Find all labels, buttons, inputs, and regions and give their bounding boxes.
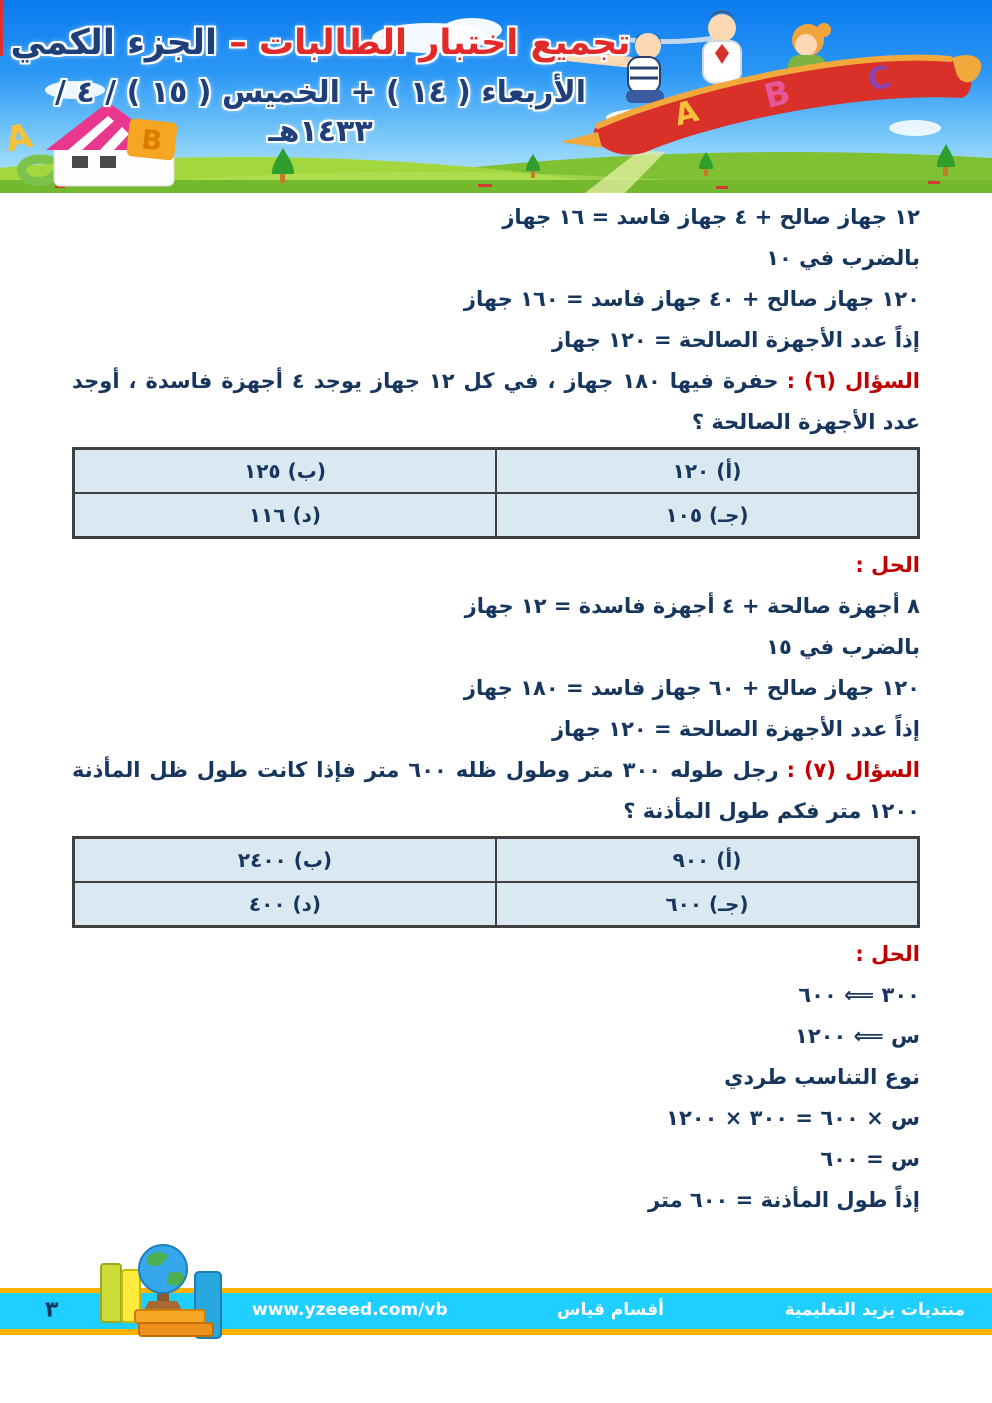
question-7: السؤال (٧) :رجل طوله ٣٠٠ متر وطول ظله ٦٠… xyxy=(72,750,920,832)
header-title-block: تجميع اختبار الطالبات – الجزء الكمي الأر… xyxy=(8,20,633,151)
kid-girl-art xyxy=(788,23,831,87)
books-globe-icon xyxy=(100,1244,222,1339)
footer-site-name: منتديات يزيد التعليمية xyxy=(784,1300,965,1320)
page-title-red-part: تجميع اختبار الطالبات – xyxy=(229,23,631,63)
answer-table-q6: (أ) ١٢٠ (ب) ١٢٥ (جـ) ١٠٥ (د) ١١٦ xyxy=(72,447,920,539)
solution-line: إذاً عدد الأجهزة الصالحة = ١٢٠ جهاز xyxy=(551,717,920,741)
solution-6-heading: الحل : xyxy=(72,545,920,586)
answer-cell-a: (أ) ١٢٠ xyxy=(495,447,920,494)
footer-url: www.yzeeed.com/vb xyxy=(252,1300,448,1320)
solution-line: نوع التناسب طردي xyxy=(724,1065,920,1089)
page-title-navy-part: الجزء الكمي xyxy=(10,23,218,63)
solution-line: إذاً طول المأذنة = ٦٠٠ متر xyxy=(647,1188,920,1212)
worksheet-body: ١٢ جهاز صالح + ٤ جهاز فاسد = ١٦ جهاز بال… xyxy=(0,193,992,1288)
question-6-text: حفرة فيها ١٨٠ جهاز ، في كل ١٢ جهاز يوجد … xyxy=(72,369,920,434)
answer-cell-d: (د) ١١٦ xyxy=(72,492,497,539)
answer-cell-a: (أ) ٩٠٠ xyxy=(495,836,920,883)
answer-cell-d: (د) ٤٠٠ xyxy=(72,881,497,928)
solution-line: ٨ أجهزة صالحة + ٤ أجهزة فاسدة = ١٢ جهاز xyxy=(464,594,920,618)
abc-house-art: A B xyxy=(2,102,178,187)
solution-line: ١٢٠ جهاز صالح + ٦٠ جهاز فاسد = ١٨٠ جهاز xyxy=(463,676,920,700)
footer-section: أقسام قياس xyxy=(557,1300,664,1320)
work-line: ١٢٠ جهاز صالح + ٤٠ جهاز فاسد = ١٦٠ جهاز xyxy=(463,287,920,311)
table-row: (جـ) ٦٠٠ (د) ٤٠٠ xyxy=(72,881,920,928)
answer-table-q7: (أ) ٩٠٠ (ب) ٢٤٠٠ (جـ) ٦٠٠ (د) ٤٠٠ xyxy=(72,836,920,928)
header-illustration: A B xyxy=(0,0,992,193)
solution-line: س ⟸ ١٢٠٠ xyxy=(795,1024,920,1048)
solution-line: س × ٦٠٠ = ٣٠٠ × ١٢٠٠ xyxy=(666,1106,920,1130)
answer-cell-b: (ب) ٢٤٠٠ xyxy=(72,836,497,883)
kid-pointing-art xyxy=(565,31,664,103)
page-footer: منتديات يزيد التعليمية أقسام قياس www.yz… xyxy=(0,1244,992,1339)
solution-line: ٣٠٠ ⟸ ٦٠٠ xyxy=(798,983,920,1007)
flying-carpet-art: A B C xyxy=(0,0,982,155)
work-line: ١٢ جهاز صالح + ٤ جهاز فاسد = ١٦ جهاز xyxy=(502,205,920,229)
solution-label: الحل : xyxy=(855,942,920,966)
page-number: ٣ xyxy=(45,1297,59,1323)
question-6-label: السؤال (٦) : xyxy=(786,369,921,393)
table-row: (أ) ١٢٠ (ب) ١٢٥ xyxy=(72,447,920,494)
work-line: إذاً عدد الأجهزة الصالحة = ١٢٠ جهاز xyxy=(551,328,920,352)
kid-tall-art xyxy=(702,11,742,84)
page-title: تجميع اختبار الطالبات – الجزء الكمي xyxy=(8,20,633,67)
page-header: A B xyxy=(0,0,992,193)
page-subtitle: الأربعاء ( ١٤ ) + الخميس ( ١٥ ) / ٤ / ١٤… xyxy=(55,75,586,150)
answer-cell-c: (جـ) ١٠٥ xyxy=(495,492,920,539)
solution-line: س = ٦٠٠ xyxy=(820,1147,920,1171)
solution-line: بالضرب في ١٥ xyxy=(766,635,920,659)
table-row: (جـ) ١٠٥ (د) ١١٦ xyxy=(72,492,920,539)
table-row: (أ) ٩٠٠ (ب) ٢٤٠٠ xyxy=(72,836,920,883)
work-line: بالضرب في ١٠ xyxy=(766,246,920,270)
solution-label: الحل : xyxy=(855,553,920,577)
solution-7-heading: الحل : xyxy=(72,934,920,975)
question-7-label: السؤال (٧) : xyxy=(786,758,920,782)
question-6: السؤال (٦) :حفرة فيها ١٨٠ جهاز ، في كل ١… xyxy=(72,361,920,443)
question-7-text: رجل طوله ٣٠٠ متر وطول ظله ٦٠٠ متر فإذا ك… xyxy=(72,758,920,823)
answer-cell-b: (ب) ١٢٥ xyxy=(72,447,497,494)
answer-cell-c: (جـ) ٦٠٠ xyxy=(495,881,920,928)
house-letter-b: B xyxy=(140,124,164,157)
